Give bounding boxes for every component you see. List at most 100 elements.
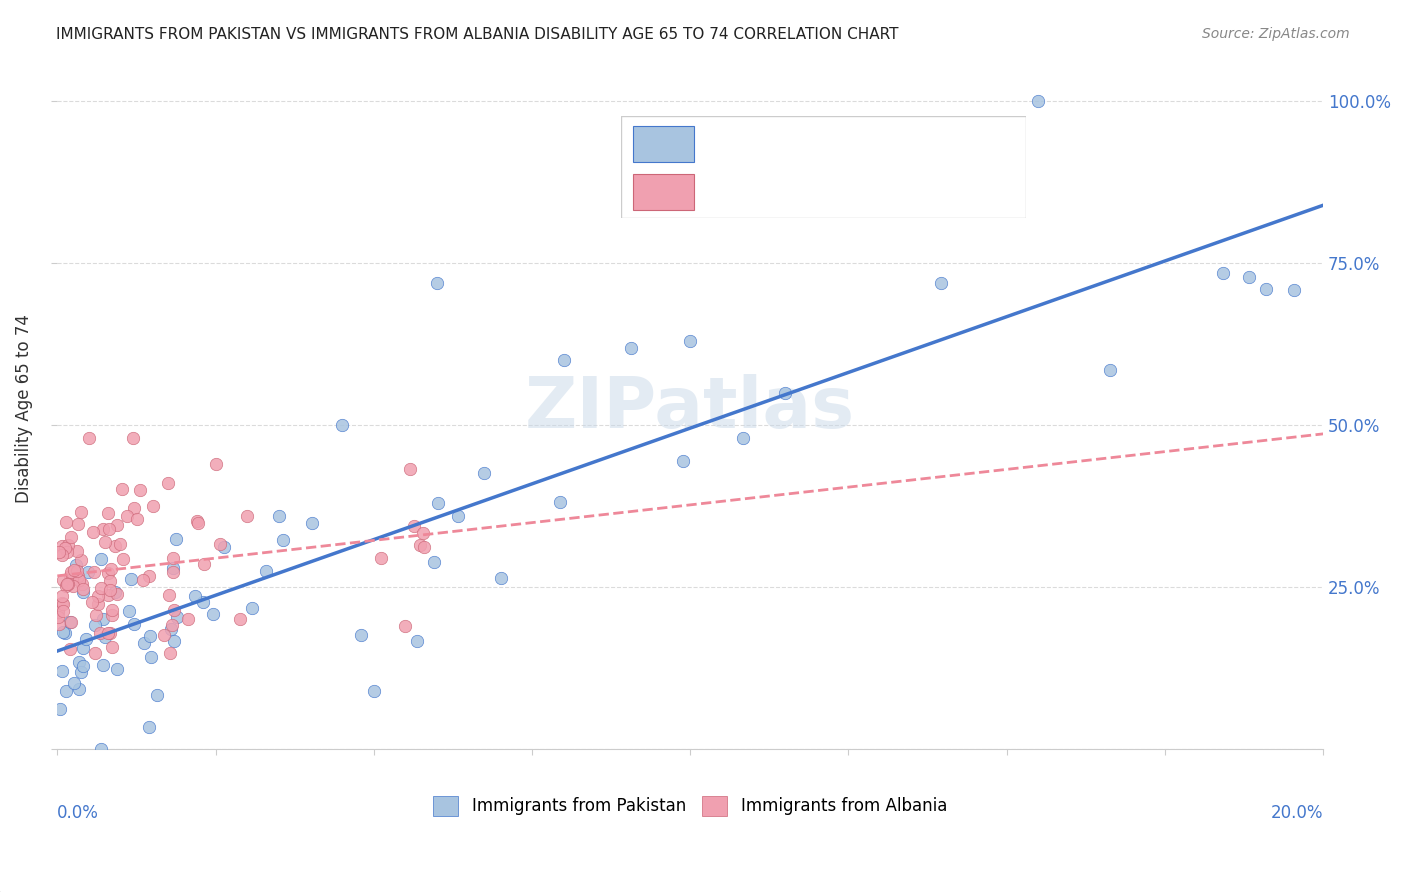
Immigrants from Albania xyxy=(204,457,226,471)
Immigrants from Pakistan xyxy=(553,353,575,368)
Immigrants from Albania xyxy=(208,537,231,551)
Immigrants from Pakistan xyxy=(75,632,97,646)
Immigrants from Albania xyxy=(59,641,82,656)
Immigrants from Albania xyxy=(53,541,76,555)
Immigrants from Albania xyxy=(55,515,77,529)
Immigrants from Albania xyxy=(83,565,105,579)
Immigrants from Albania xyxy=(66,544,89,558)
Immigrants from Albania xyxy=(100,603,122,617)
Immigrants from Albania xyxy=(408,538,430,552)
Immigrants from Albania xyxy=(97,507,120,521)
Immigrants from Albania xyxy=(55,579,77,593)
Immigrants from Albania xyxy=(111,552,134,566)
Immigrants from Albania xyxy=(398,462,420,476)
Immigrants from Pakistan xyxy=(67,655,90,669)
Immigrants from Albania xyxy=(412,525,434,540)
Immigrants from Pakistan xyxy=(163,634,186,648)
Immigrants from Albania xyxy=(156,475,179,490)
Immigrants from Pakistan xyxy=(447,508,470,523)
Immigrants from Pakistan xyxy=(422,556,444,570)
Immigrants from Albania xyxy=(89,625,111,640)
Immigrants from Pakistan xyxy=(104,584,127,599)
Immigrants from Albania xyxy=(56,545,79,559)
Immigrants from Albania xyxy=(236,508,259,523)
Immigrants from Pakistan xyxy=(51,664,73,678)
Immigrants from Pakistan xyxy=(72,585,94,599)
Immigrants from Albania xyxy=(69,505,91,519)
Immigrants from Albania xyxy=(62,572,84,586)
Immigrants from Pakistan xyxy=(240,600,263,615)
Immigrants from Albania xyxy=(52,604,75,618)
Immigrants from Pakistan xyxy=(489,571,512,585)
Immigrants from Albania xyxy=(51,589,73,603)
Immigrants from Albania xyxy=(67,569,90,583)
Immigrants from Albania xyxy=(157,588,180,602)
Immigrants from Pakistan xyxy=(620,341,643,355)
Immigrants from Albania xyxy=(186,514,208,528)
Immigrants from Pakistan xyxy=(1026,94,1049,108)
Immigrants from Pakistan xyxy=(118,604,141,618)
Immigrants from Albania xyxy=(52,573,75,587)
Immigrants from Albania xyxy=(63,563,86,577)
Immigrants from Pakistan xyxy=(1284,283,1306,297)
Immigrants from Albania xyxy=(67,573,90,587)
Immigrants from Albania xyxy=(138,569,160,583)
Immigrants from Albania xyxy=(84,607,107,622)
Immigrants from Albania xyxy=(110,537,132,551)
Immigrants from Albania xyxy=(105,586,128,600)
Immigrants from Albania xyxy=(48,545,70,559)
Immigrants from Pakistan xyxy=(212,541,235,555)
Immigrants from Albania xyxy=(101,640,124,654)
Immigrants from Pakistan xyxy=(931,276,953,290)
Immigrants from Albania xyxy=(58,577,80,591)
Immigrants from Albania xyxy=(86,589,108,603)
Immigrants from Pakistan xyxy=(405,634,427,648)
Immigrants from Pakistan xyxy=(93,630,115,644)
Immigrants from Albania xyxy=(59,569,82,583)
Immigrants from Albania xyxy=(159,646,181,660)
Immigrants from Albania xyxy=(163,603,186,617)
Immigrants from Albania xyxy=(72,582,94,596)
Immigrants from Pakistan xyxy=(67,681,90,696)
Immigrants from Albania xyxy=(122,431,145,445)
Immigrants from Albania xyxy=(98,582,121,597)
Immigrants from Pakistan xyxy=(273,533,295,548)
Immigrants from Pakistan xyxy=(65,558,87,573)
Immigrants from Pakistan xyxy=(139,629,162,643)
Immigrants from Albania xyxy=(122,500,145,515)
Immigrants from Pakistan xyxy=(53,625,76,640)
Immigrants from Albania xyxy=(51,539,73,553)
Text: IMMIGRANTS FROM PAKISTAN VS IMMIGRANTS FROM ALBANIA DISABILITY AGE 65 TO 74 CORR: IMMIGRANTS FROM PAKISTAN VS IMMIGRANTS F… xyxy=(56,27,898,42)
Immigrants from Albania xyxy=(52,597,75,611)
Immigrants from Pakistan xyxy=(165,532,187,546)
Immigrants from Albania xyxy=(162,551,184,566)
Immigrants from Albania xyxy=(93,534,115,549)
Immigrants from Pakistan xyxy=(120,572,142,586)
Immigrants from Albania xyxy=(101,607,124,622)
Immigrants from Albania xyxy=(115,508,138,523)
Immigrants from Albania xyxy=(46,610,69,624)
Immigrants from Pakistan xyxy=(679,334,702,348)
Immigrants from Albania xyxy=(100,562,122,576)
Text: Source: ZipAtlas.com: Source: ZipAtlas.com xyxy=(1202,27,1350,41)
Immigrants from Pakistan xyxy=(193,595,215,609)
Immigrants from Pakistan xyxy=(472,467,495,481)
Immigrants from Albania xyxy=(60,530,83,544)
Immigrants from Pakistan xyxy=(731,431,754,445)
Immigrants from Pakistan xyxy=(72,641,94,656)
Immigrants from Albania xyxy=(90,581,112,595)
Y-axis label: Disability Age 65 to 74: Disability Age 65 to 74 xyxy=(15,315,32,503)
Immigrants from Albania xyxy=(97,625,120,640)
Immigrants from Albania xyxy=(187,516,209,530)
Immigrants from Albania xyxy=(394,618,416,632)
Immigrants from Pakistan xyxy=(363,684,385,698)
Immigrants from Pakistan xyxy=(141,649,163,664)
Immigrants from Albania xyxy=(70,577,93,591)
Immigrants from Albania xyxy=(100,626,122,640)
Immigrants from Albania xyxy=(404,518,426,533)
Immigrants from Pakistan xyxy=(1212,266,1234,280)
Immigrants from Pakistan xyxy=(202,607,225,621)
Immigrants from Pakistan xyxy=(124,616,146,631)
Immigrants from Pakistan xyxy=(90,552,112,566)
Immigrants from Albania xyxy=(56,538,79,552)
